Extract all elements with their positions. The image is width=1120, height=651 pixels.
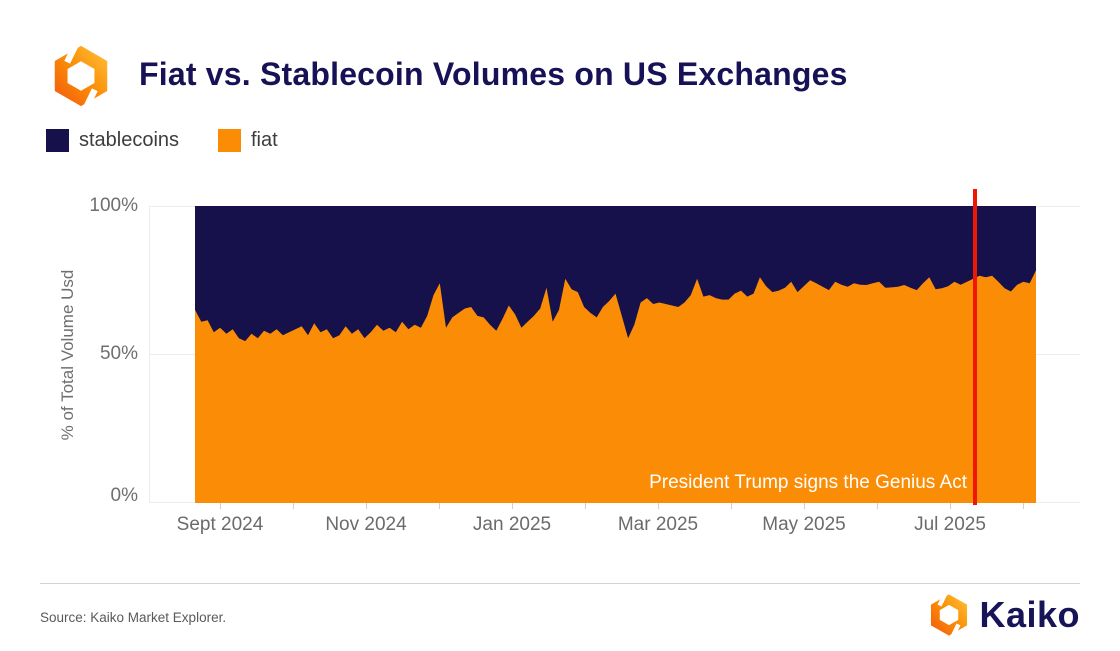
- x-tick-label: Jan 2025: [472, 514, 552, 535]
- legend-swatch-fiat: [218, 129, 241, 152]
- x-tick-label: Nov 2024: [325, 514, 407, 535]
- x-tick-label: Sept 2024: [176, 514, 264, 535]
- chart-annotation: President Trump signs the Genius Act: [649, 472, 967, 493]
- month-tick: [439, 503, 440, 509]
- chart-canvas: [149, 206, 1080, 503]
- footer-brand: Kaiko: [927, 593, 1080, 637]
- legend-swatch-stablecoins: [46, 129, 69, 152]
- month-tick: [804, 503, 805, 509]
- month-tick: [220, 503, 221, 509]
- legend-label-fiat: fiat: [251, 129, 278, 151]
- y-tick-100: 100%: [89, 195, 138, 216]
- legend-label-stablecoins: stablecoins: [79, 129, 180, 151]
- month-tick: [731, 503, 732, 509]
- month-tick: [293, 503, 294, 509]
- area-fiat: [195, 270, 1036, 503]
- legend-item-fiat: fiat: [218, 129, 278, 152]
- page-title: Fiat vs. Stablecoin Volumes on US Exchan…: [139, 56, 848, 92]
- brand-wordmark: Kaiko: [979, 594, 1080, 635]
- y-tick-50: 50%: [99, 343, 138, 364]
- month-tick: [585, 503, 586, 509]
- month-tick: [658, 503, 659, 509]
- x-axis-ticks: [0, 503, 1120, 511]
- legend-item-stablecoins: stablecoins: [46, 129, 179, 152]
- month-tick: [366, 503, 367, 509]
- y-tick-0: 0%: [110, 485, 138, 506]
- x-tick-label: May 2025: [762, 514, 846, 535]
- x-tick-label: Mar 2025: [617, 514, 699, 535]
- month-tick: [1023, 503, 1024, 509]
- month-tick: [512, 503, 513, 509]
- month-tick: [877, 503, 878, 509]
- month-tick: [950, 503, 951, 509]
- footer-divider: [40, 583, 1080, 584]
- kaiko-footer-logo-icon: [931, 593, 968, 637]
- source-note: Source: Kaiko Market Explorer.: [40, 610, 227, 625]
- x-tick-label: Jul 2025: [914, 514, 986, 535]
- kaiko-logo-icon: [54, 44, 108, 108]
- event-line: [973, 189, 977, 505]
